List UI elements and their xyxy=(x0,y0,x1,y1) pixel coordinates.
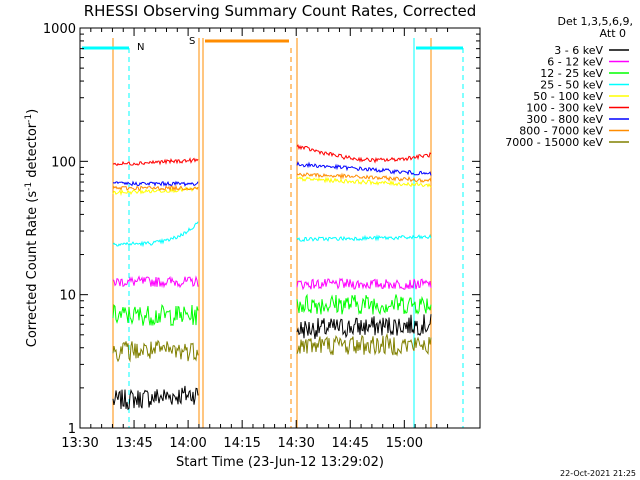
x-tick-label: 14:45 xyxy=(332,436,369,451)
series-line xyxy=(112,184,199,192)
y-tick-label: 1000 xyxy=(43,22,76,37)
legend-header-detectors: Det 1,3,5,6,9, xyxy=(557,15,633,28)
series-7000to15000keV xyxy=(112,332,432,363)
legend-label: 25 - 50 keV xyxy=(540,79,603,92)
y-axis-label: Corrected Count Rate (s-1 detector-1) xyxy=(24,109,40,347)
series-300to800keV xyxy=(112,161,432,187)
series-line xyxy=(296,234,432,243)
series-line xyxy=(112,385,199,411)
series-100to300keV xyxy=(112,144,432,167)
tick-layer: 13:30 13:45 14:00 14:15 14:30 14:45 15:00 1 10 10… xyxy=(43,22,480,451)
series-800to7000keV xyxy=(112,172,432,192)
y-tick-label: 10 xyxy=(59,289,76,304)
x-tick-label: 13:45 xyxy=(115,436,152,451)
saa-flag-label: S xyxy=(189,36,195,47)
series-line xyxy=(296,332,432,357)
legend-label: 300 - 800 keV xyxy=(526,113,603,126)
series-line xyxy=(296,277,432,291)
series-line xyxy=(112,339,199,363)
series-line xyxy=(296,144,432,164)
x-tick-label: 13:30 xyxy=(61,436,98,451)
series-6to12keV xyxy=(112,275,432,291)
series-3to6keV xyxy=(112,314,432,411)
x-tick-label: 14:00 xyxy=(169,436,206,451)
legend-label: 800 - 7000 keV xyxy=(519,125,603,138)
series-line xyxy=(112,304,199,326)
legend-label: 7000 - 15000 keV xyxy=(505,136,603,149)
series-line xyxy=(296,161,432,176)
legend-label: 12 - 25 keV xyxy=(540,67,603,80)
legend-label: 50 - 100 keV xyxy=(533,90,603,103)
series-line xyxy=(112,157,199,167)
legend-label: 100 - 300 keV xyxy=(526,102,603,115)
timestamp: 22-Oct-2021 21:25 xyxy=(560,469,636,478)
plot-layer: NS xyxy=(82,36,464,428)
series-line xyxy=(112,180,199,187)
series-line xyxy=(296,314,432,340)
y-tick-label: 100 xyxy=(51,155,76,170)
y-tick-label: 1 xyxy=(68,422,76,437)
legend-label: 6 - 12 keV xyxy=(547,56,603,69)
x-tick-label: 14:15 xyxy=(223,436,260,451)
axes-frame xyxy=(79,27,481,429)
x-tick-label: 15:00 xyxy=(386,436,423,451)
x-tick-label: 14:30 xyxy=(277,436,314,451)
legend-header-attenuator: Att 0 xyxy=(600,27,626,40)
chart-title: RHESSI Observing Summary Count Rates, Co… xyxy=(84,2,477,20)
series-line xyxy=(112,275,199,289)
legend-label: 3 - 6 keV xyxy=(554,44,603,57)
night-flag-label: N xyxy=(137,42,144,53)
series-line xyxy=(296,172,432,184)
series-line xyxy=(112,221,199,248)
x-axis-label: Start Time (23-Jun-12 13:29:02) xyxy=(176,455,384,470)
series-12to25keV xyxy=(112,293,432,326)
series-line xyxy=(296,293,432,316)
series-line xyxy=(296,176,432,188)
series-25to50keV xyxy=(112,221,432,248)
